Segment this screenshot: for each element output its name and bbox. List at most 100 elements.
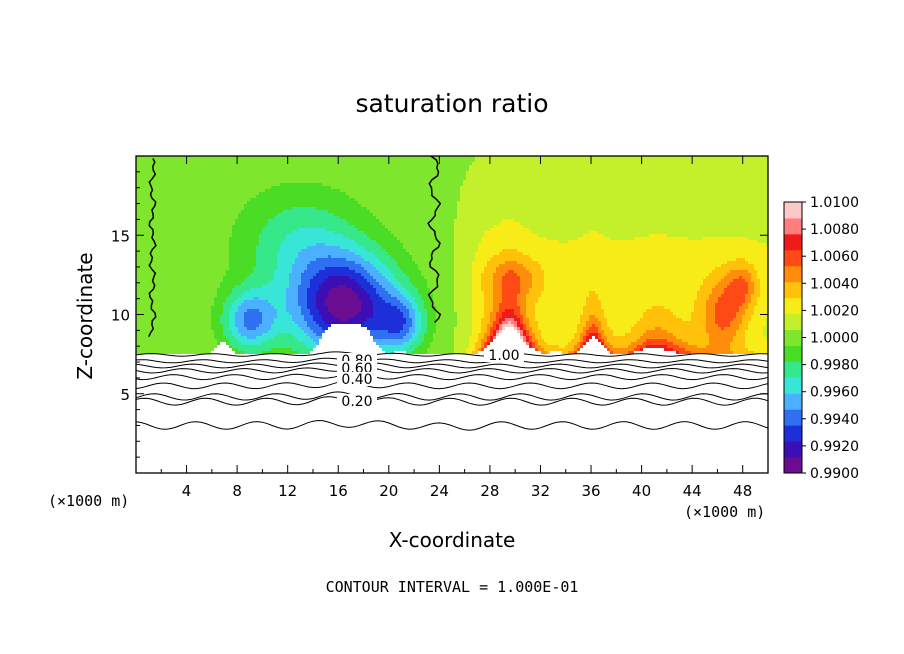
field-cell [346,336,350,340]
field-cell [244,267,248,271]
field-cell [145,237,149,241]
field-cell [331,195,335,199]
field-cell [283,315,287,319]
field-cell [352,312,356,316]
field-cell [142,315,146,319]
field-cell [142,348,146,352]
field-cell [226,267,230,271]
field-cell [211,345,215,349]
field-cell [325,309,329,313]
field-cell [259,222,263,226]
field-cell [238,300,242,304]
field-cell [316,240,320,244]
field-cell [160,264,164,268]
field-cell [313,210,317,214]
field-cell [295,324,299,328]
field-cell [319,189,323,193]
field-cell [349,159,353,163]
field-cell [220,279,224,283]
field-cell [268,309,272,313]
field-cell [247,168,251,172]
field-cell [325,162,329,166]
field-cell [166,306,170,310]
field-cell [190,165,194,169]
field-cell [151,261,155,265]
field-cell [181,213,185,217]
field-cell [244,303,248,307]
field-cell [235,330,239,334]
field-cell [154,279,158,283]
field-cell [175,291,179,295]
field-cell [196,324,200,328]
field-cell [295,231,299,235]
field-cell [181,294,185,298]
field-cell [163,201,167,205]
field-cell [226,354,230,358]
field-cell [160,228,164,232]
field-cell [196,165,200,169]
field-cell [142,189,146,193]
field-cell [157,186,161,190]
field-cell [268,291,272,295]
field-cell [274,201,278,205]
field-cell [316,330,320,334]
field-cell [352,213,356,217]
field-cell [316,273,320,277]
field-cell [265,285,269,289]
field-cell [169,204,173,208]
field-cell [166,255,170,259]
field-cell [160,183,164,187]
field-cell [310,180,314,184]
field-cell [316,297,320,301]
field-cell [286,294,290,298]
field-cell [352,306,356,310]
field-cell [235,258,239,262]
field-cell [325,171,329,175]
field-cell [307,285,311,289]
field-cell [142,207,146,211]
field-cell [310,201,314,205]
field-cell [139,174,143,178]
field-cell [163,180,167,184]
field-cell [316,255,320,259]
field-cell [172,234,176,238]
field-cell [274,159,278,163]
field-cell [334,294,338,298]
field-cell [181,219,185,223]
field-cell [298,195,302,199]
field-cell [346,213,350,217]
field-cell [316,288,320,292]
field-cell [142,321,146,325]
field-cell [145,207,149,211]
field-cell [244,222,248,226]
field-cell [211,201,215,205]
field-cell [349,264,353,268]
field-cell [346,189,350,193]
field-cell [247,318,251,322]
field-cell [313,240,317,244]
field-cell [250,246,254,250]
field-cell [244,165,248,169]
field-cell [235,270,239,274]
field-cell [190,225,194,229]
field-cell [169,225,173,229]
field-cell [343,282,347,286]
field-cell [244,270,248,274]
field-cell [148,330,152,334]
field-cell [301,351,305,355]
field-cell [199,285,203,289]
field-cell [259,243,263,247]
field-cell [325,330,329,334]
field-cell [271,204,275,208]
field-cell [307,246,311,250]
field-cell [169,267,173,271]
field-cell [340,174,344,178]
field-cell [346,285,350,289]
field-cell [154,267,158,271]
field-cell [190,264,194,268]
field-cell [304,183,308,187]
field-cell [286,195,290,199]
field-cell [307,315,311,319]
field-cell [298,255,302,259]
field-cell [286,249,290,253]
